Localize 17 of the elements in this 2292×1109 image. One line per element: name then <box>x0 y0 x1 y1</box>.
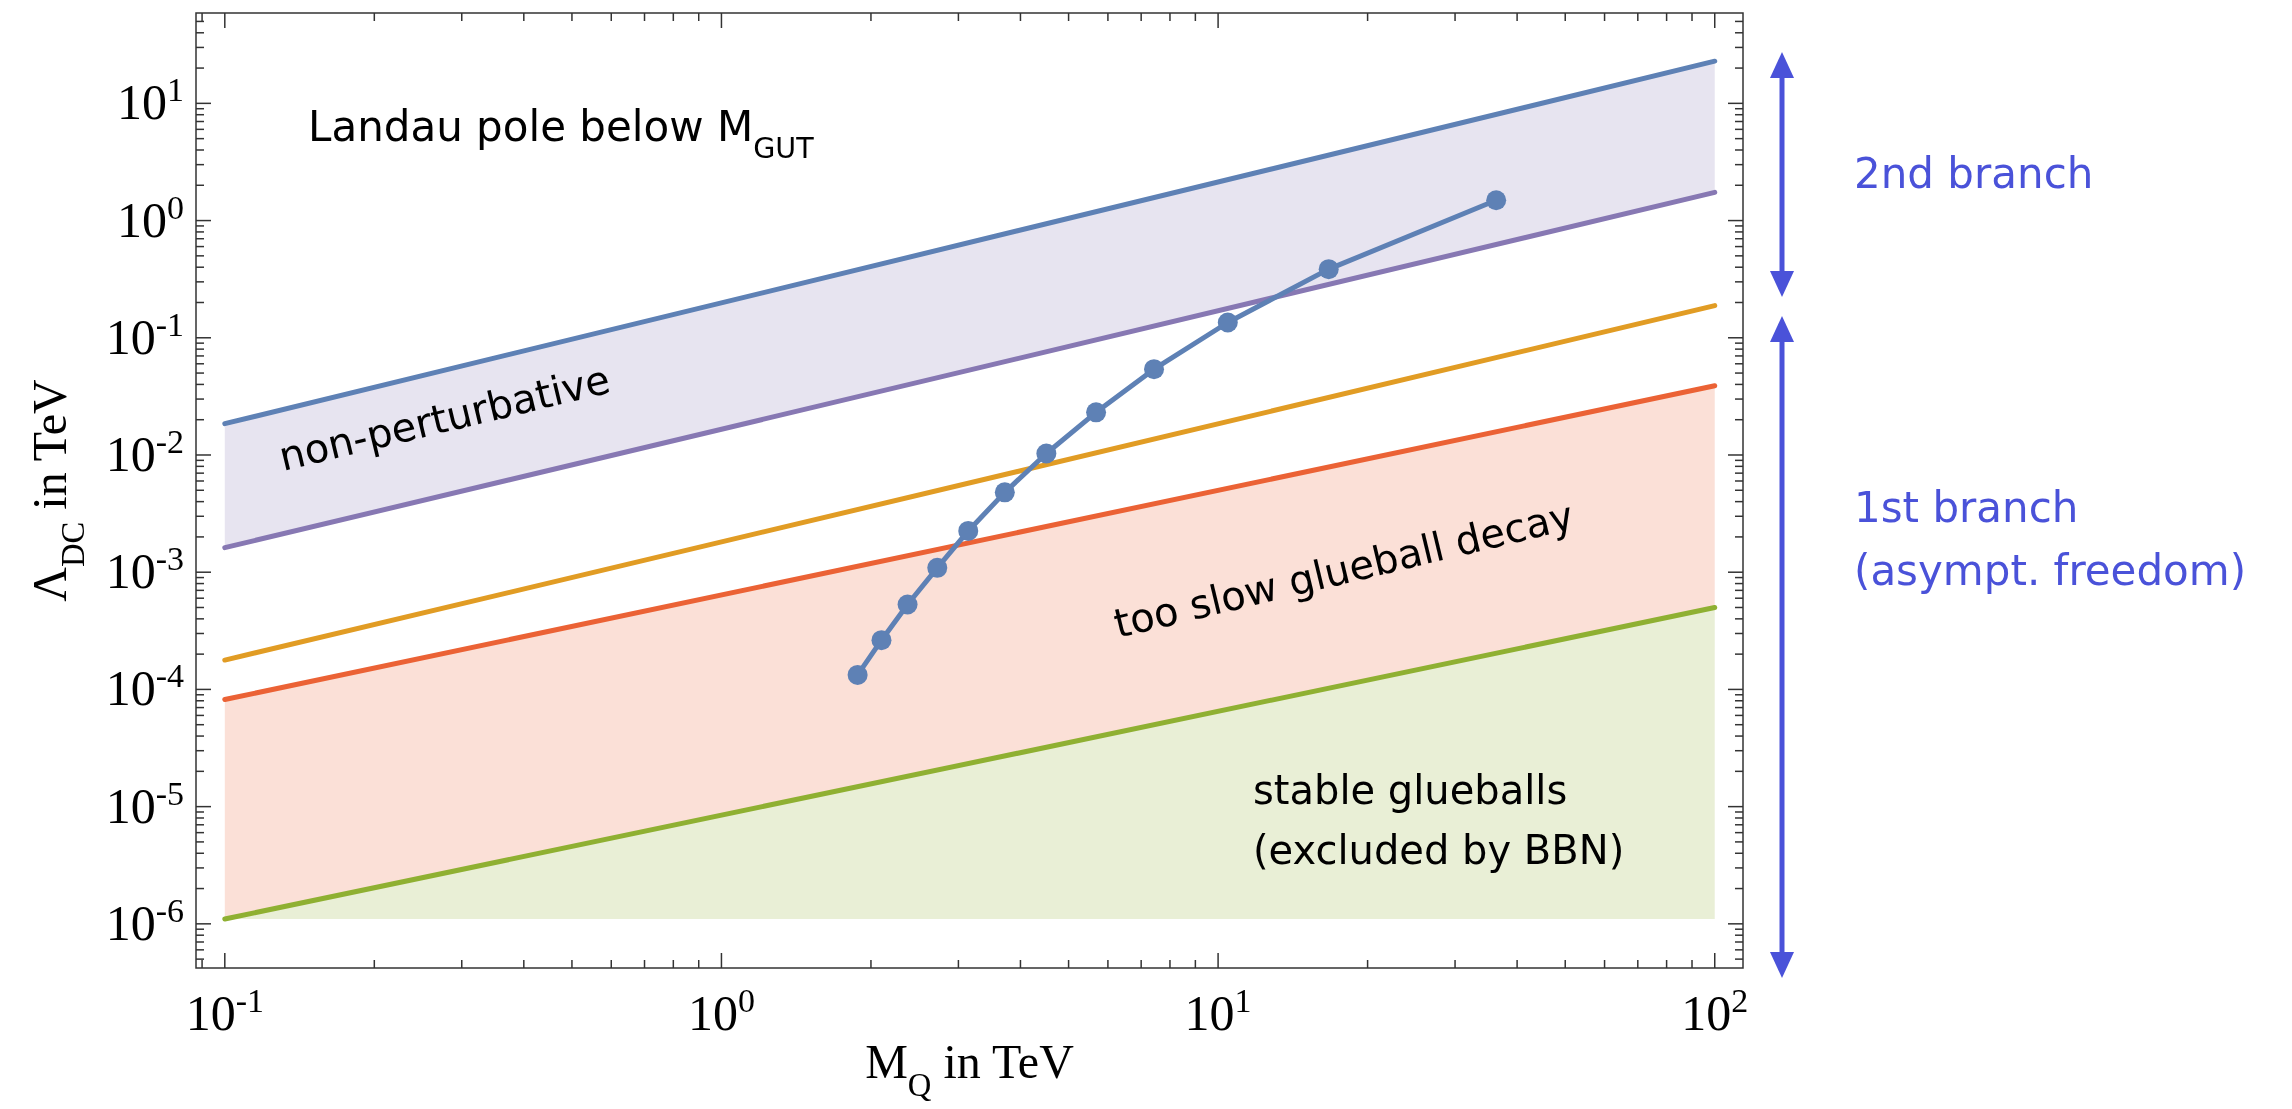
text: 1st branch (asympt. freedom) <box>1854 483 2247 595</box>
x-tick-label: 10$^{2}$ <box>1681 981 1749 1041</box>
y-tick-label: 10$^{0}$ <box>117 188 184 248</box>
y-tick-label: 10$^{1}$ <box>117 70 184 131</box>
y-tick-label: 10$^{-3}$ <box>105 539 184 600</box>
annotation: stable glueballs (excluded by BBN) <box>1253 767 1625 873</box>
y-tick-label: 10$^{-1}$ <box>105 305 184 365</box>
x-tick-label: 10$^{1}$ <box>1184 981 1252 1041</box>
y-tick-label: 10$^{-5}$ <box>105 774 184 834</box>
annotation: Landau pole below M$_{GUT}$ <box>308 102 815 165</box>
y-tick-label: 10$^{-4}$ <box>105 656 184 717</box>
y-tick-label: 10$^{-6}$ <box>105 891 184 951</box>
text: 2nd branch <box>1854 149 2094 198</box>
x-tick-label: 10$^{-1}$ <box>185 981 264 1041</box>
y-tick-label: 10$^{-2}$ <box>105 422 184 482</box>
x-axis-title: M$_{Q}$ in TeV <box>865 1035 1075 1103</box>
x-tick-label: 10$^{0}$ <box>687 981 755 1041</box>
